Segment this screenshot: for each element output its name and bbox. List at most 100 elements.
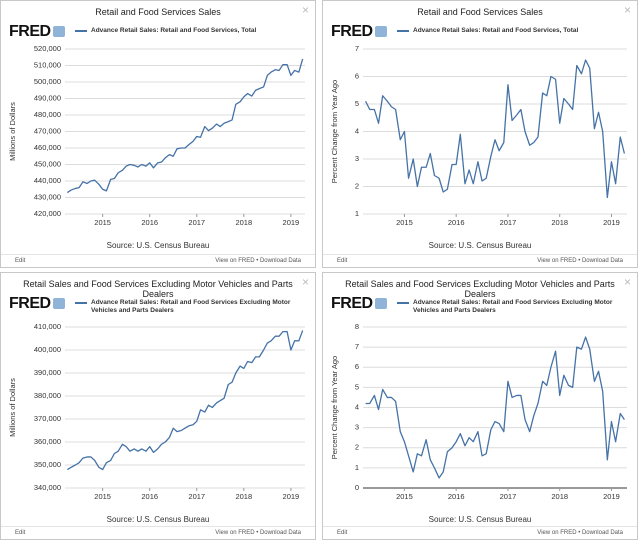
plot: 420,000 430,000 440,000 450,000 460,000 470,0…: [8, 44, 305, 227]
chart-panel: 420,000 430,000 440,000 450,000 460,000 470,0…: [0, 0, 316, 268]
x-tick-label: 2017: [188, 218, 205, 227]
fred-links[interactable]: View on FRED • Download Data: [537, 258, 623, 264]
chart-title: Retail Sales and Food Services Excluding…: [23, 279, 293, 299]
fred-logo-icon: [53, 26, 65, 37]
x-tick-label: 2019: [283, 492, 300, 501]
y-tick-label: 500,000: [34, 77, 61, 86]
x-tick-label: 2017: [188, 492, 205, 501]
x-tick-label: 2015: [396, 492, 413, 501]
close-button[interactable]: ×: [301, 275, 309, 289]
legend-label: Advance Retail Sales: Retail and Food Se…: [413, 27, 579, 34]
panel-footer: Edit View on FRED • Download Data: [323, 254, 637, 267]
legend-swatch: [397, 302, 409, 304]
y-tick-label: 2: [355, 181, 359, 190]
y-tick-label: 430,000: [34, 192, 61, 201]
fred-logo: FRED: [331, 295, 373, 312]
x-tick-label: 2016: [448, 218, 465, 227]
y-tick-label: 340,000: [34, 483, 61, 492]
y-tick-label: 400,000: [34, 345, 61, 354]
x-tick-label: 2019: [603, 218, 620, 227]
x-tick-label: 2017: [500, 218, 517, 227]
y-tick-label: 0: [355, 483, 359, 492]
legend-label: Advance Retail Sales: Retail and Food Se…: [91, 299, 291, 314]
y-tick-label: 360,000: [34, 437, 61, 446]
panel-footer: Edit View on FRED • Download Data: [323, 526, 637, 539]
y-tick-label: 480,000: [34, 110, 61, 119]
chart-panel: 0 1 2 3 4 5 6 7 8 2015 2016 2017 2018 2019 Percent Cha…: [322, 272, 638, 540]
y-tick-label: 3: [355, 423, 359, 432]
x-tick-label: 2018: [235, 218, 252, 227]
fred-links[interactable]: View on FRED • Download Data: [537, 530, 623, 536]
edit-link[interactable]: Edit: [337, 530, 348, 536]
plot: 340,000 350,000 360,000 370,000 380,000 390,0…: [8, 322, 305, 501]
y-tick-label: 380,000: [34, 391, 61, 400]
fred-logo-icon: [375, 298, 387, 309]
fred-logo: FRED: [9, 295, 51, 312]
legend-label: Advance Retail Sales: Retail and Food Se…: [91, 27, 257, 34]
y-tick-label: 7: [355, 44, 359, 53]
panel-footer: Edit View on FRED • Download Data: [1, 254, 315, 267]
fred-links[interactable]: View on FRED • Download Data: [215, 530, 301, 536]
x-tick-label: 2018: [551, 218, 568, 227]
legend-swatch: [397, 30, 409, 32]
chart-panel: 1 2 3 4 5 6 7 2015 2016 2017 2018 2019 Percent Chang…: [322, 0, 638, 268]
plot: 1 2 3 4 5 6 7 2015 2016 2017 2018 2019 Percent Chang…: [330, 44, 627, 227]
data-line: [66, 58, 304, 194]
legend-entry: Advance Retail Sales: Retail and Food Se…: [75, 27, 315, 35]
y-axis-label: Millions of Dollars: [8, 378, 17, 437]
legend-swatch: [75, 302, 87, 304]
close-button[interactable]: ×: [623, 3, 631, 17]
x-tick-label: 2015: [396, 218, 413, 227]
edit-link[interactable]: Edit: [15, 530, 26, 536]
y-tick-label: 3: [355, 154, 359, 163]
data-line: [365, 336, 625, 479]
y-tick-label: 410,000: [34, 322, 61, 331]
fred-logo-icon: [375, 26, 387, 37]
x-tick-label: 2015: [94, 218, 111, 227]
x-tick-label: 2015: [94, 492, 111, 501]
x-tick-label: 2016: [141, 218, 158, 227]
y-tick-label: 5: [355, 382, 359, 391]
y-tick-label: 510,000: [34, 60, 61, 69]
y-tick-label: 350,000: [34, 460, 61, 469]
fred-links[interactable]: View on FRED • Download Data: [215, 258, 301, 264]
y-tick-label: 6: [355, 362, 359, 371]
close-button[interactable]: ×: [623, 275, 631, 289]
chart-title: Retail Sales and Food Services Excluding…: [345, 279, 615, 299]
y-axis-label: Percent Change from Year Ago: [330, 356, 339, 459]
y-tick-label: 1: [355, 209, 359, 218]
y-tick-label: 440,000: [34, 176, 61, 185]
y-tick-label: 460,000: [34, 143, 61, 152]
plot: 0 1 2 3 4 5 6 7 8 2015 2016 2017 2018 2019 Percent Cha…: [330, 322, 627, 501]
edit-link[interactable]: Edit: [15, 258, 26, 264]
y-tick-label: 6: [355, 71, 359, 80]
x-tick-label: 2019: [603, 492, 620, 501]
y-tick-label: 2: [355, 443, 359, 452]
y-axis-label: Percent Change from Year Ago: [330, 80, 339, 183]
x-tick-label: 2016: [141, 492, 158, 501]
y-tick-label: 1: [355, 463, 359, 472]
y-tick-label: 470,000: [34, 126, 61, 135]
legend-entry: Advance Retail Sales: Retail and Food Se…: [397, 27, 637, 35]
y-tick-label: 7: [355, 342, 359, 351]
x-tick-label: 2016: [448, 492, 465, 501]
source-note: Source: U.S. Census Bureau: [428, 515, 532, 524]
panel-footer: Edit View on FRED • Download Data: [1, 526, 315, 539]
chart-title: Retail and Food Services Sales: [95, 7, 221, 17]
x-tick-label: 2017: [500, 492, 517, 501]
y-tick-label: 8: [355, 322, 359, 331]
y-tick-label: 4: [355, 126, 359, 135]
x-tick-label: 2018: [551, 492, 568, 501]
chart-title: Retail and Food Services Sales: [417, 7, 543, 17]
y-tick-label: 420,000: [34, 209, 61, 218]
close-button[interactable]: ×: [301, 3, 309, 17]
legend-label: Advance Retail Sales: Retail and Food Se…: [413, 299, 613, 314]
y-tick-label: 370,000: [34, 414, 61, 423]
x-tick-label: 2019: [283, 218, 300, 227]
source-note: Source: U.S. Census Bureau: [106, 241, 210, 250]
edit-link[interactable]: Edit: [337, 258, 348, 264]
y-tick-label: 520,000: [34, 44, 61, 53]
legend-swatch: [75, 30, 87, 32]
fred-logo: FRED: [331, 23, 373, 40]
